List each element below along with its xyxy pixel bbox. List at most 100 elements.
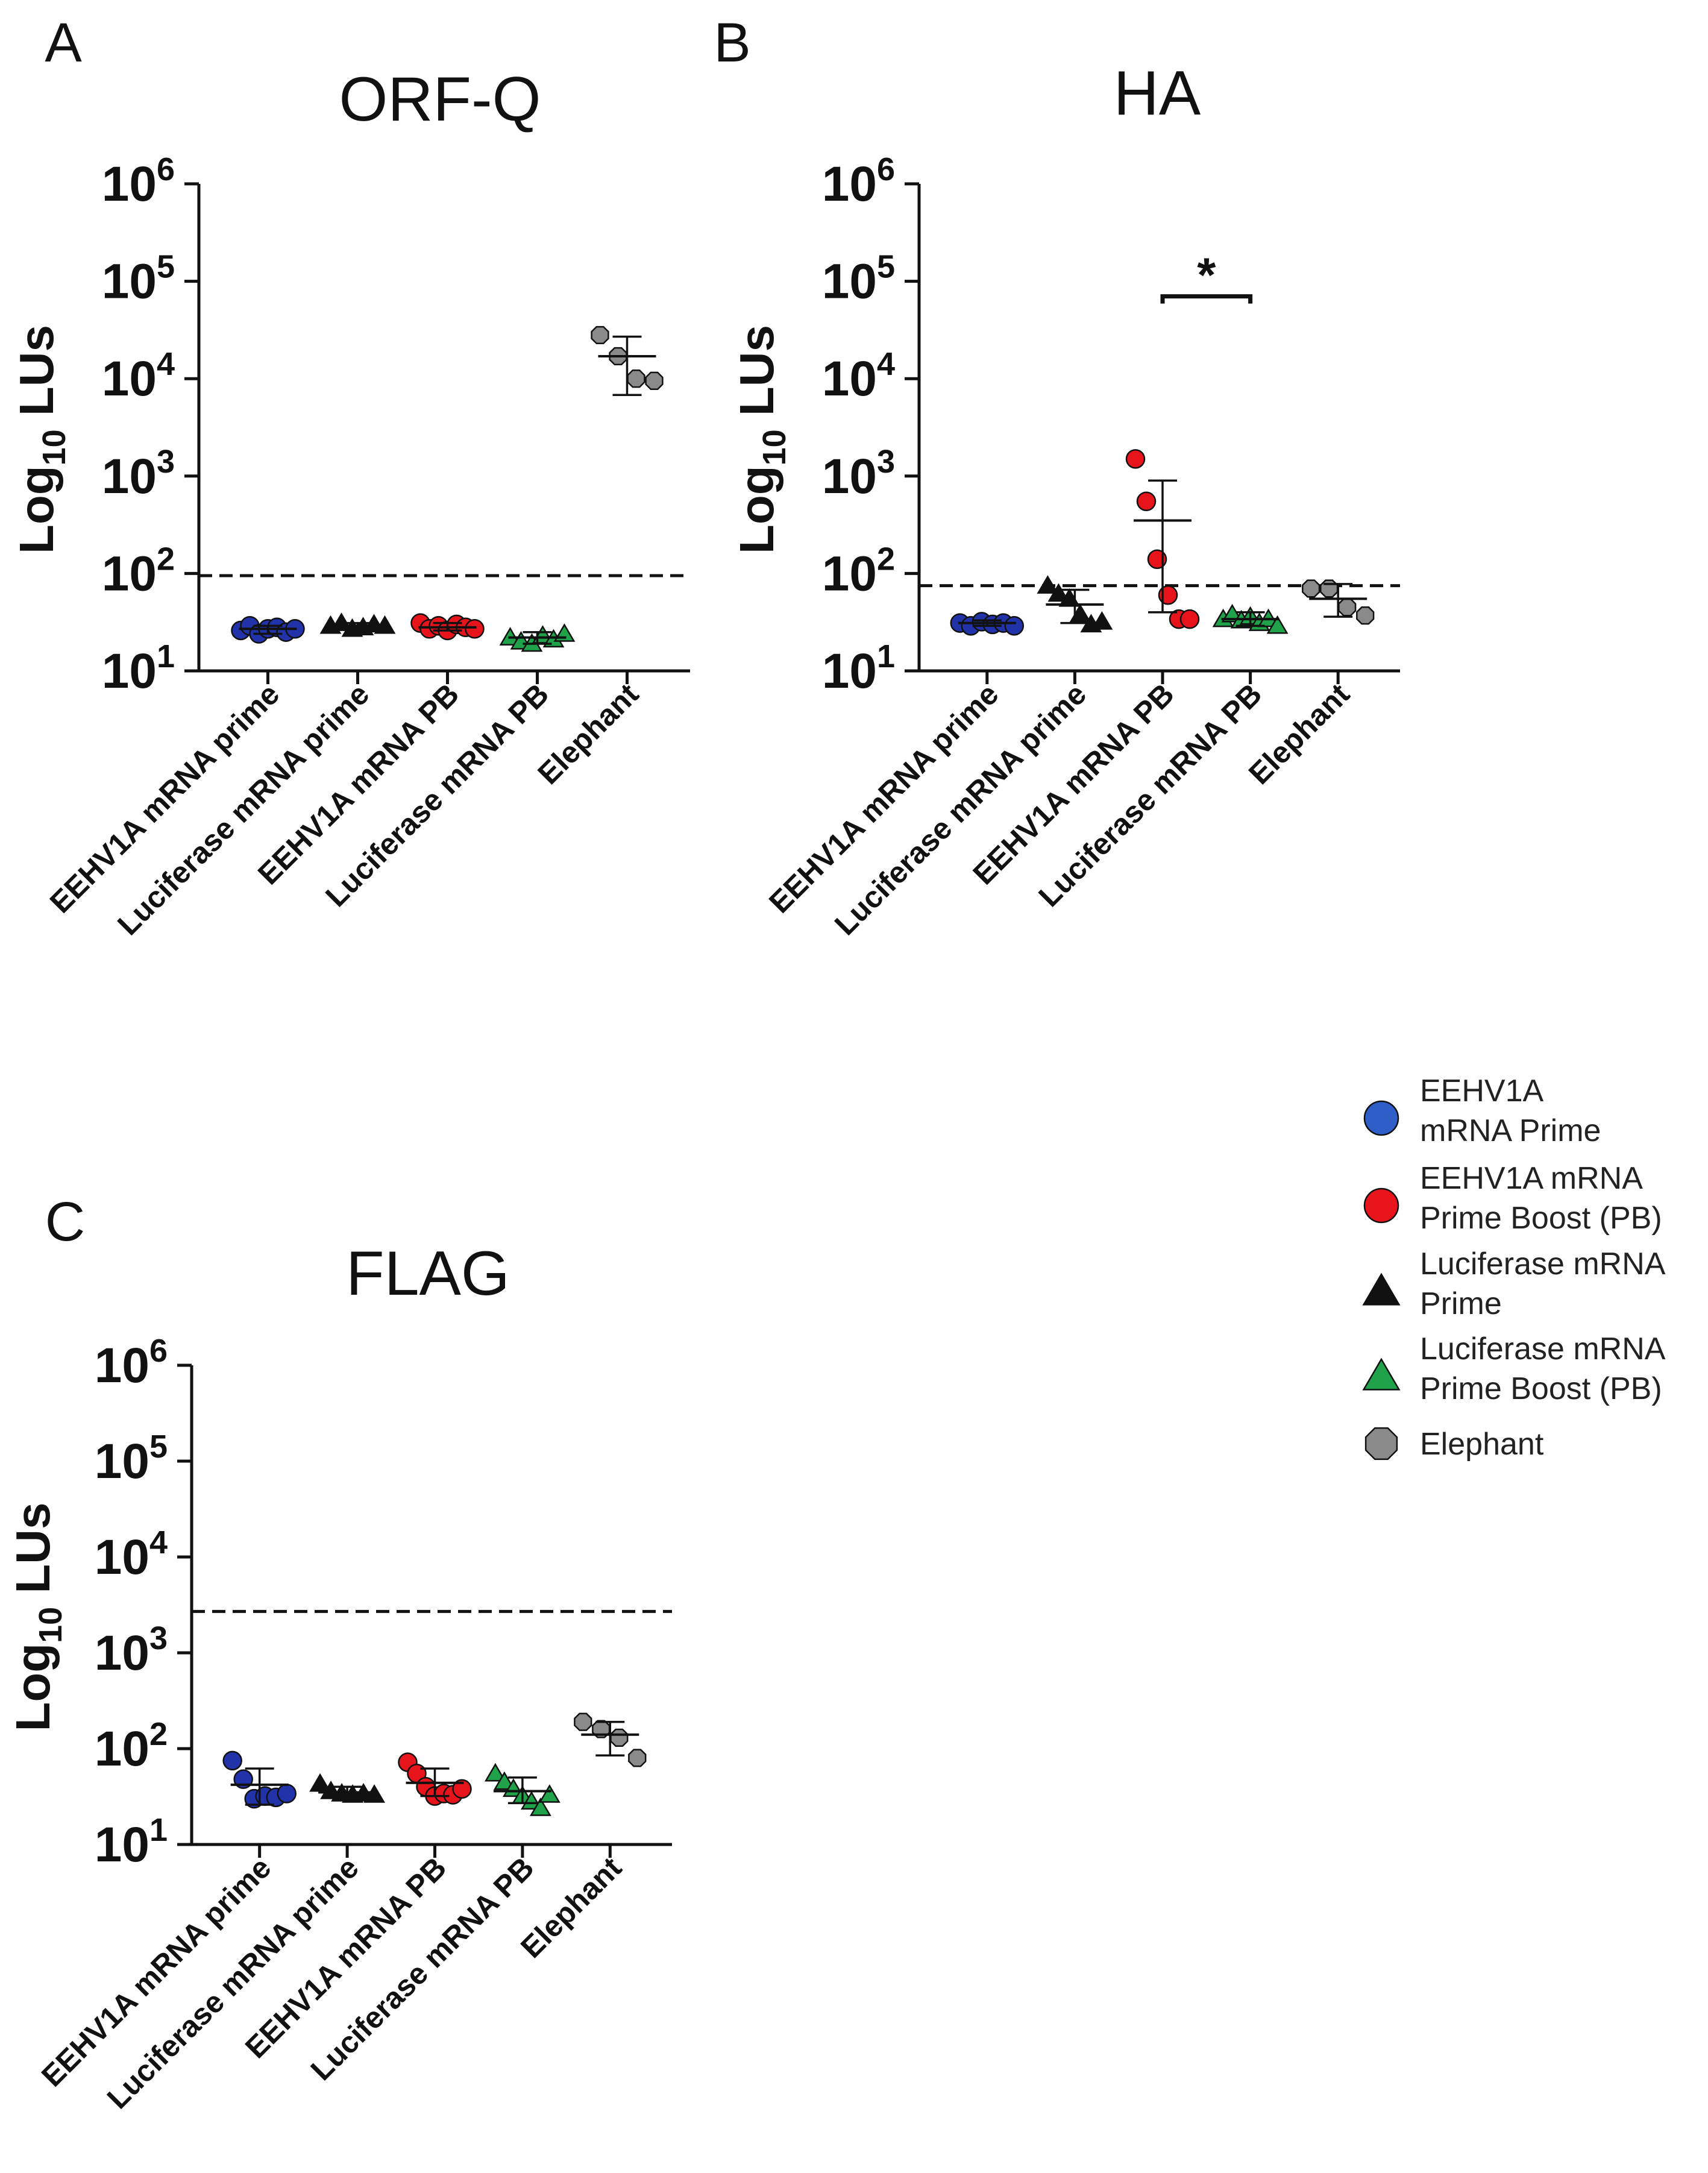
series-eehv1a-mrna-prime <box>950 612 1025 636</box>
y-tick-label: 103 <box>822 444 895 504</box>
data-point <box>1047 583 1070 602</box>
series-luciferase-mrna-prime <box>319 612 396 637</box>
data-point <box>1091 611 1113 630</box>
legend-label-line2: mRNA Prime <box>1420 1113 1601 1148</box>
panel-letter: B <box>714 12 750 74</box>
significance-bracket <box>1160 294 1253 304</box>
legend-label-line1: Luciferase mRNA <box>1420 1332 1666 1366</box>
data-point <box>592 1720 611 1738</box>
data-point <box>1136 491 1157 512</box>
y-tick-label: 102 <box>95 1716 168 1776</box>
series-luciferase-mrna-pb <box>484 1763 560 1816</box>
data-point <box>628 1749 647 1767</box>
series-elephant <box>574 1712 647 1767</box>
legend-label-line2: Prime Boost (PB) <box>1420 1201 1662 1236</box>
series-luciferase-mrna-prime <box>309 1773 386 1803</box>
data-point <box>627 370 645 388</box>
legend-label-line2: Prime <box>1420 1286 1502 1321</box>
y-tick-label: 105 <box>95 1429 168 1489</box>
y-tick-label: 103 <box>102 444 175 504</box>
panel-letter: A <box>45 12 82 74</box>
legend-item: Luciferase mRNA Prime <box>1362 1247 1666 1321</box>
data-point <box>1320 579 1339 598</box>
data-point <box>529 1797 551 1816</box>
data-point <box>484 1763 506 1782</box>
data-point <box>277 1784 297 1803</box>
data-point <box>1069 603 1091 623</box>
legend-label-line1: EEHV1A mRNA <box>1420 1161 1643 1196</box>
significance-label: * <box>1197 248 1216 302</box>
series-eehv1a-mrna-pb <box>1125 449 1200 629</box>
series-eehv1a-mrna-pb <box>410 613 485 641</box>
legend-marker <box>1362 1357 1401 1391</box>
y-tick-label: 101 <box>95 1812 168 1872</box>
data-point <box>363 1784 386 1803</box>
y-axis-label: Log10 LUs <box>10 325 72 554</box>
y-tick-label: 103 <box>95 1620 168 1681</box>
data-point <box>309 1773 331 1792</box>
legend-marker <box>1362 1272 1401 1306</box>
legend-item: Elephant <box>1364 1427 1544 1462</box>
data-point <box>222 1750 242 1771</box>
y-axis-label: Log10 LUs <box>730 325 793 554</box>
y-axis-label: Log10 LUs <box>6 1502 69 1731</box>
data-point <box>591 325 609 345</box>
series-elephant <box>591 325 664 397</box>
y-tick-label: 104 <box>102 346 175 406</box>
y-tick-label: 106 <box>822 151 895 212</box>
data-point <box>1125 449 1146 469</box>
data-point <box>1302 579 1320 598</box>
data-point <box>493 1771 515 1790</box>
series-eehv1a-mrna-pb <box>398 1752 472 1806</box>
legend-item: EEHV1A mRNA Prime Boost (PB) <box>1363 1161 1662 1236</box>
legend-label-line1: EEHV1A <box>1420 1074 1544 1109</box>
series-eehv1a-mrna-prime <box>231 616 305 644</box>
y-tick-label: 101 <box>102 638 175 699</box>
legend: EEHV1A mRNA Prime EEHV1A mRNA Prime Boost (… <box>1362 1074 1666 1462</box>
data-point <box>1004 616 1025 636</box>
y-tick-label: 102 <box>822 541 895 601</box>
series-luciferase-mrna-prime <box>1037 575 1113 633</box>
legend-marker <box>1364 1427 1398 1461</box>
legend-marker <box>1363 1187 1399 1224</box>
panel-letter: C <box>45 1191 85 1253</box>
data-point <box>452 1779 472 1799</box>
legend-item: Luciferase mRNA Prime Boost (PB) <box>1362 1332 1666 1406</box>
legend-marker <box>1363 1100 1399 1136</box>
series-eehv1a-mrna-prime <box>222 1750 297 1809</box>
y-tick-label: 105 <box>822 249 895 309</box>
legend-label-line2: Prime Boost (PB) <box>1420 1371 1662 1406</box>
y-tick-label: 106 <box>102 151 175 212</box>
panel-title: ORF-Q <box>339 64 541 134</box>
legend-label-line1: Elephant <box>1420 1427 1544 1462</box>
series-elephant <box>1302 579 1375 625</box>
y-tick-label: 104 <box>95 1524 168 1585</box>
data-point <box>610 1728 629 1747</box>
data-point <box>1338 598 1357 617</box>
data-point <box>1179 609 1200 629</box>
panel-title: HA <box>1114 58 1201 128</box>
data-point <box>645 371 664 390</box>
y-tick-label: 101 <box>822 638 895 699</box>
y-tick-label: 105 <box>102 249 175 309</box>
panel-title: FLAG <box>346 1239 510 1309</box>
y-tick-label: 104 <box>822 346 895 406</box>
y-tick-label: 102 <box>102 541 175 601</box>
data-point <box>1356 606 1375 625</box>
data-point <box>465 619 485 639</box>
legend-label-line1: Luciferase mRNA <box>1420 1247 1666 1281</box>
data-point <box>1037 575 1059 594</box>
data-point <box>574 1712 592 1731</box>
data-point <box>538 1784 560 1803</box>
data-point <box>520 1791 542 1810</box>
y-tick-label: 106 <box>95 1333 168 1393</box>
series-luciferase-mrna-pb <box>499 623 576 652</box>
series-luciferase-mrna-pb <box>1212 603 1289 634</box>
data-point <box>1266 615 1289 634</box>
legend-item: EEHV1A mRNA Prime <box>1363 1074 1601 1148</box>
